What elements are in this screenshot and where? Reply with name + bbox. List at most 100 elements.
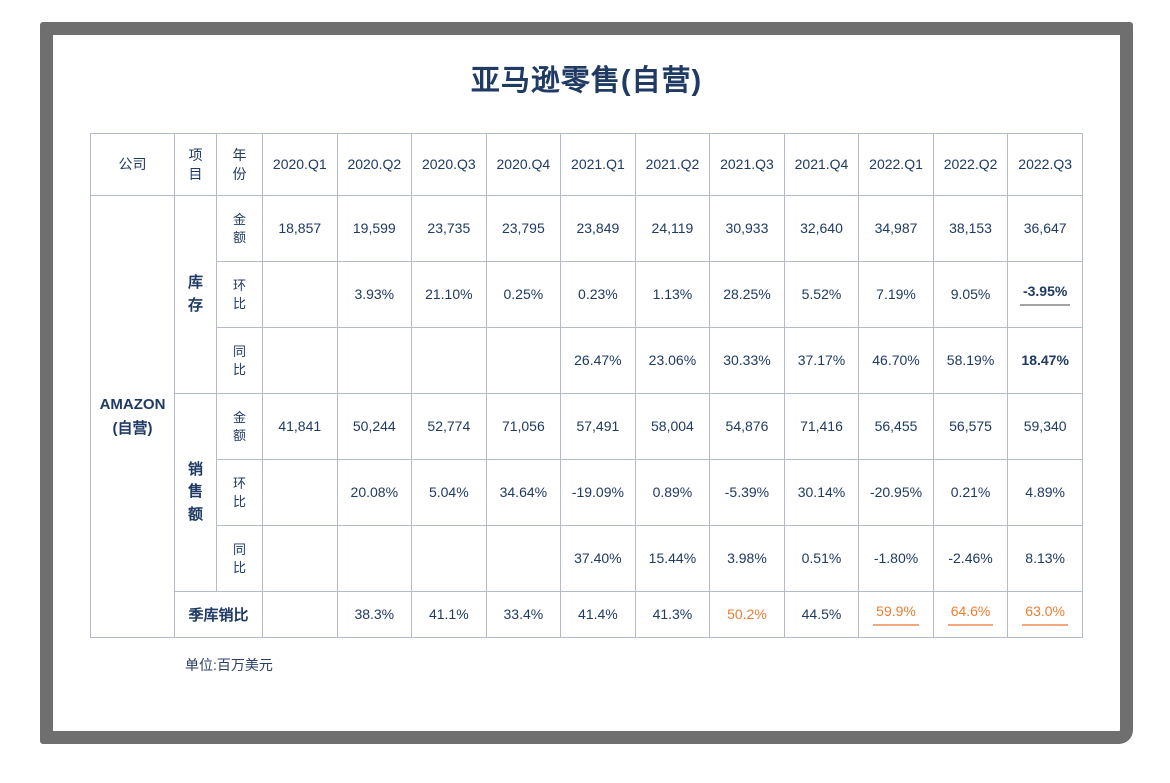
- value-cell: [336, 327, 413, 394]
- cell-value: 52,774: [427, 418, 471, 435]
- cell-value: 3.98%: [727, 550, 767, 567]
- cell-value: 71,056: [501, 418, 545, 435]
- cell-value: 41,841: [278, 418, 322, 435]
- cell-value: 0.51%: [801, 550, 842, 567]
- value-cell: 30.14%: [783, 459, 860, 526]
- value-cell: 4.89%: [1007, 459, 1083, 526]
- value-cell: 20.08%: [336, 459, 413, 526]
- metric-cell: 环比: [216, 261, 263, 328]
- cell-value: 44.5%: [801, 606, 842, 623]
- metric-cell: 环比: [216, 459, 263, 526]
- value-cell: 59.9%: [858, 591, 934, 638]
- cell-value: 23,735: [427, 220, 471, 237]
- ratio-row: 季库销比 38.3% 41.1% 33.4% 41.4% 41.3% 50.2% 44.5% 5…: [91, 591, 1083, 638]
- value-cell: 52,774: [411, 393, 487, 460]
- cell-value: -19.09%: [571, 484, 624, 501]
- label-line: (自营): [112, 419, 153, 437]
- cell-value: -1.80%: [873, 550, 919, 567]
- cell-value: 26.47%: [574, 352, 622, 369]
- cell-value: 30,933: [725, 220, 769, 237]
- col-header-quarter: 2021.Q1: [560, 133, 636, 196]
- value-cell: 56,575: [932, 393, 1009, 460]
- cell-value: 8.13%: [1025, 550, 1065, 567]
- data-row: 销售额金额 41,841 50,244 52,774 71,056 57,491 58,00…: [91, 393, 1083, 592]
- col-header-quarter: 2020.Q4: [485, 133, 562, 196]
- col-header-item: 项目: [174, 133, 217, 196]
- data-row: 同比 26.47% 23.06% 30.33% 37.17% 46.70% 58.19% 18…: [91, 327, 1083, 394]
- value-cell: 41.4%: [560, 591, 636, 638]
- value-cell: 38,153: [932, 195, 1009, 262]
- value-cell: [262, 459, 338, 526]
- label-line: 售: [187, 483, 203, 501]
- value-cell: 63.0%: [1007, 591, 1083, 638]
- value-cell: 23,849: [560, 195, 636, 262]
- value-cell: 18,857: [262, 195, 338, 262]
- col-header-quarter: 2021.Q3: [709, 133, 785, 196]
- label-line: 比: [232, 559, 246, 575]
- report-title: 亚马逊零售(自营): [470, 65, 703, 97]
- value-cell: 56,455: [858, 393, 934, 460]
- col-header-year: 年份: [216, 133, 263, 196]
- cell-value: 46.70%: [872, 352, 920, 369]
- col-header-quarter: 2020.Q2: [336, 133, 413, 196]
- value-cell: 44.5%: [783, 591, 860, 638]
- value-cell: [411, 525, 487, 592]
- value-cell: 0.23%: [560, 261, 636, 328]
- label-line: 项: [188, 146, 203, 163]
- value-cell: 0.21%: [932, 459, 1009, 526]
- label-line: 份: [232, 165, 247, 182]
- value-cell: 58,004: [634, 393, 711, 460]
- cell-value: 30.14%: [797, 484, 846, 501]
- cell-value: 23,795: [501, 220, 545, 237]
- label-line: 金: [232, 409, 246, 425]
- cell-value: 20.08%: [350, 484, 399, 501]
- col-header-quarter: 2021.Q2: [634, 133, 711, 196]
- value-cell: 5.52%: [783, 261, 860, 328]
- value-cell: 23,735: [411, 195, 487, 262]
- value-cell: 46.70%: [858, 327, 934, 394]
- value-cell: [262, 525, 338, 592]
- value-cell: 32,640: [783, 195, 860, 262]
- value-cell: 19,599: [336, 195, 413, 262]
- label-line: 同: [232, 343, 246, 359]
- data-row: 环比 20.08% 5.04% 34.64% -19.09% 0.89% -5.39% 30.…: [91, 459, 1083, 526]
- value-cell: -19.09%: [560, 459, 636, 526]
- cell-value: 1.13%: [652, 286, 693, 303]
- cell-value: 63.0%: [1022, 603, 1068, 627]
- value-cell: 5.04%: [411, 459, 487, 526]
- cell-value: 0.21%: [950, 484, 991, 501]
- value-cell: 1.13%: [634, 261, 711, 328]
- label-line: 环: [232, 475, 246, 491]
- value-cell: 54,876: [709, 393, 785, 460]
- value-cell: 30.33%: [709, 327, 785, 394]
- value-cell: 64.6%: [932, 591, 1009, 638]
- cell-value: -3.95%: [1019, 283, 1071, 307]
- metric-cell: 同比: [216, 327, 263, 394]
- value-cell: 36,647: [1007, 195, 1083, 262]
- cell-value: 64.6%: [947, 603, 994, 627]
- value-cell: -5.39%: [709, 459, 785, 526]
- cell-value: 23.06%: [648, 352, 697, 369]
- value-cell: [262, 327, 338, 394]
- value-cell: 3.93%: [336, 261, 413, 328]
- data-row: 同比 37.40% 15.44% 3.98% 0.51% -1.80% -2.46% 8.13…: [91, 525, 1083, 592]
- cell-value: 36,647: [1023, 220, 1067, 237]
- label-line: 比: [232, 493, 246, 509]
- value-cell: 3.98%: [709, 525, 785, 592]
- value-cell: 59,340: [1007, 393, 1083, 460]
- data-row: 环比 3.93% 21.10% 0.25% 0.23% 1.13% 28.25% 5.52% 7…: [91, 261, 1083, 328]
- value-cell: 0.25%: [485, 261, 562, 328]
- cell-value: -5.39%: [724, 484, 770, 501]
- ratio-label-cell: 季库销比: [174, 591, 263, 638]
- cell-value: 0.89%: [652, 484, 693, 501]
- value-cell: [485, 525, 562, 592]
- value-cell: 50.2%: [709, 591, 785, 638]
- cell-value: 57,491: [576, 418, 620, 435]
- value-cell: [262, 261, 338, 328]
- value-cell: [336, 525, 413, 592]
- label-line: 销: [187, 460, 203, 478]
- value-cell: 34,987: [858, 195, 934, 262]
- label-line: 库: [187, 274, 203, 291]
- value-cell: [411, 327, 487, 394]
- cell-value: 18,857: [278, 220, 322, 237]
